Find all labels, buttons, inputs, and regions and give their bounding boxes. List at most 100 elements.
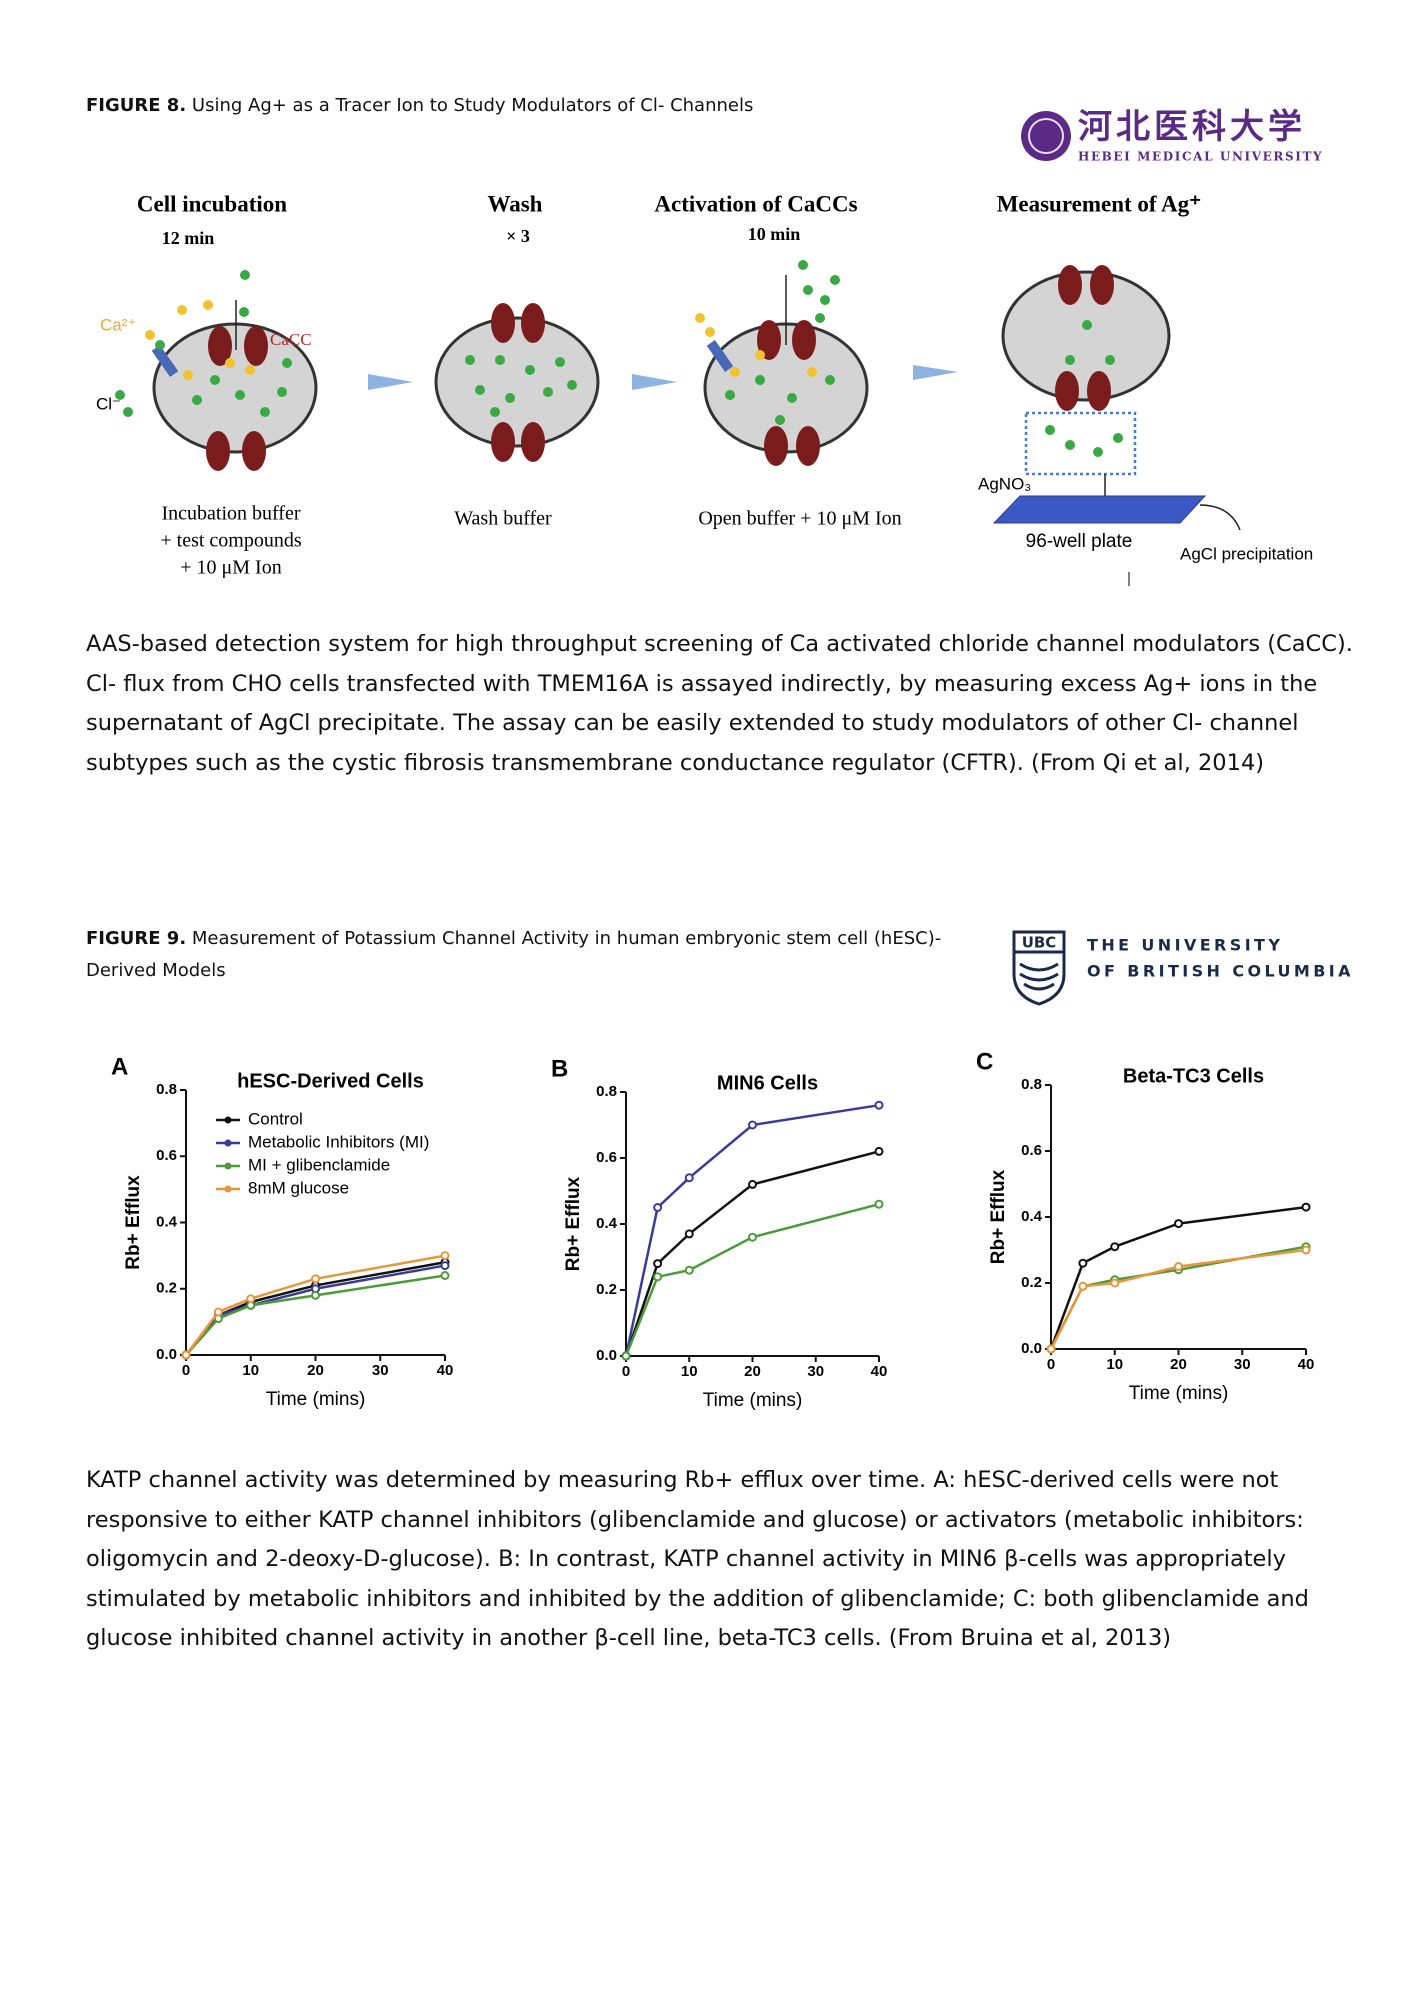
step-title: Measurement of Ag⁺ [997, 191, 1202, 216]
legend-label: Metabolic Inhibitors (MI) [248, 1132, 429, 1151]
precipitation-arrow [1199, 504, 1241, 531]
legend-marker [224, 1116, 232, 1124]
y-tick-label: 0.4 [596, 1215, 618, 1232]
y-tick-label: 0.6 [1021, 1142, 1042, 1159]
series-line [624, 1202, 880, 1357]
x-tick-label: 40 [871, 1363, 888, 1380]
data-point [874, 1199, 884, 1209]
y-tick-label: 0.0 [156, 1346, 177, 1363]
cell [152, 322, 318, 454]
y-tick-label: 0.0 [1021, 1340, 1042, 1357]
step-arrow [368, 374, 413, 390]
data-point [1110, 1278, 1120, 1288]
cell [1001, 270, 1171, 402]
x-tick-label: 20 [307, 1362, 324, 1379]
x-tick-label: 0 [1047, 1356, 1055, 1373]
channel [1090, 265, 1114, 305]
caption-label: FIGURE 8. [86, 95, 187, 116]
data-point [1174, 1219, 1183, 1229]
legend-marker [224, 1139, 232, 1147]
transporter [706, 340, 734, 372]
cell [434, 316, 600, 448]
channel [757, 320, 781, 360]
y-tick-label: 0.8 [156, 1081, 177, 1098]
reagent-label: AgNO₃ [978, 474, 1031, 493]
step-time: × 3 [506, 226, 530, 246]
logo-band [1012, 930, 1066, 954]
legend-marker [224, 1162, 232, 1170]
data-point [1301, 1245, 1311, 1255]
plate-label: 96-well plate [1026, 531, 1133, 552]
y-tick-label: 0.6 [156, 1147, 177, 1164]
figure-caption: FIGURE 8. Using Ag+ as a Tracer Ion to S… [86, 90, 753, 121]
data-point [440, 1271, 450, 1280]
data-point [653, 1203, 663, 1212]
x-axis-label: Time (mins) [266, 1389, 366, 1410]
sample-box [1024, 411, 1137, 476]
y-axis-label: Rb+ Efflux [123, 1175, 144, 1270]
x-axis-label: Time (mins) [703, 1390, 803, 1411]
channel [521, 422, 545, 462]
y-axis-label: Rb+ Efflux [988, 1169, 1009, 1264]
data-point [440, 1261, 450, 1271]
y-tick-label: 0.2 [1021, 1274, 1042, 1291]
chloride-dots [115, 270, 292, 417]
data-point [1078, 1281, 1088, 1291]
y-tick-label: 0.8 [596, 1083, 617, 1100]
legend-label: MI + glibenclamide [248, 1155, 390, 1174]
channel [208, 326, 232, 366]
data-point [213, 1307, 223, 1317]
data-point [874, 1146, 884, 1156]
chloride-dots [725, 260, 840, 425]
data-point [653, 1272, 663, 1282]
step-title: Wash [488, 191, 543, 216]
series-line [1049, 1205, 1307, 1350]
channel [491, 303, 515, 343]
channel [1055, 371, 1079, 411]
assay-diagram: Cell incubation 12 min Ca²⁺ CaCC Cl⁻ Inc… [96, 191, 1313, 586]
caption-text: Using Ag+ as a Tracer Ion to Study Modul… [191, 95, 754, 116]
data-point [311, 1290, 320, 1300]
data-point [1110, 1242, 1120, 1252]
chloride-dots [1045, 320, 1123, 457]
data-point [684, 1265, 694, 1275]
buffer-text: + 10 μM Ion [180, 557, 281, 579]
logo-line: THE UNIVERSITY [1087, 936, 1283, 955]
data-point [748, 1120, 757, 1130]
legend-marker [224, 1185, 232, 1193]
data-point [181, 1350, 191, 1360]
channel [206, 431, 230, 471]
figure-caption: FIGURE 9. Measurement of Potassium Chann… [86, 923, 966, 987]
data-point [748, 1232, 757, 1242]
channel [796, 426, 820, 466]
logo-waves [1019, 962, 1059, 991]
step-arrow [632, 374, 677, 390]
x-tick-label: 20 [744, 1363, 761, 1380]
calcium-dots [145, 300, 255, 380]
data-point [311, 1274, 320, 1284]
x-tick-label: 10 [1106, 1356, 1123, 1373]
x-tick-label: 30 [372, 1362, 389, 1379]
channel [491, 422, 515, 462]
series-line [185, 1254, 446, 1356]
step-arrow [913, 365, 958, 380]
channel [1087, 371, 1111, 411]
panel-label: C [976, 1048, 993, 1075]
channel [244, 326, 268, 366]
x-tick-label: 30 [807, 1363, 824, 1380]
data-point [684, 1173, 694, 1183]
y-tick-label: 0.8 [1021, 1076, 1042, 1093]
y-tick-label: 0.0 [596, 1347, 617, 1364]
university-logo: 河北医科大学 HEBEI MEDICAL UNIVERSITY [1021, 107, 1322, 164]
buffer-text: Open buffer + 10 μM Ion [698, 508, 901, 530]
step-title: Cell incubation [137, 191, 287, 216]
y-tick-label: 0.2 [156, 1280, 177, 1297]
x-axis-label: Time (mins) [1129, 1383, 1229, 1404]
x-tick-label: 10 [681, 1363, 698, 1380]
caption-text: Measurement of Potassium Channel Activit… [86, 928, 942, 981]
logo-emblem-ring [1028, 118, 1064, 154]
channel-label: CaCC [270, 330, 312, 349]
logo-chinese: 河北医科大学 [1078, 107, 1306, 147]
data-point [1301, 1202, 1311, 1212]
